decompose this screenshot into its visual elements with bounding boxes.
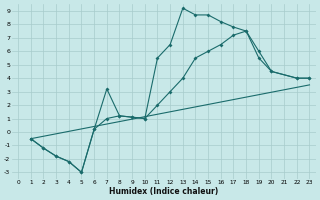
X-axis label: Humidex (Indice chaleur): Humidex (Indice chaleur) bbox=[109, 187, 219, 196]
